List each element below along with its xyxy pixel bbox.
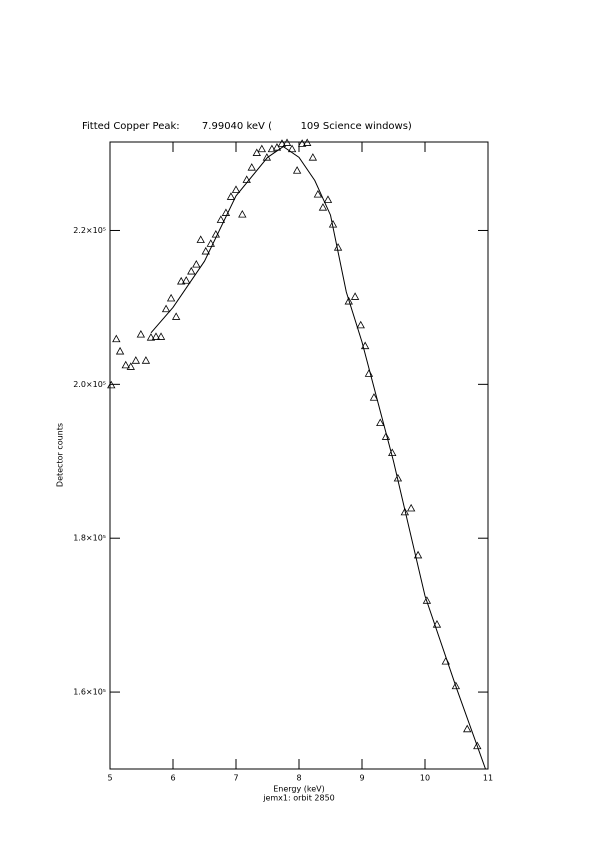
data-point <box>221 208 231 216</box>
x-tick-label: 8 <box>296 774 301 783</box>
y-tick-label: 2.0×10⁵ <box>73 380 106 389</box>
data-point <box>323 195 333 203</box>
data-point <box>297 139 307 147</box>
data-point <box>400 507 410 516</box>
data-point <box>277 139 287 147</box>
data-point <box>381 432 391 440</box>
x-tick-label: 9 <box>359 774 364 783</box>
data-point <box>287 144 297 153</box>
data-point <box>231 185 241 193</box>
y-tick-label: 1.8×10⁵ <box>73 534 106 543</box>
subtitle: jemx1: orbit 2850 <box>262 794 335 803</box>
x-tick-label: 5 <box>107 774 112 783</box>
data-point <box>196 235 205 243</box>
data-point <box>242 175 251 183</box>
x-axis-label: Energy (keV) <box>273 785 325 794</box>
data-point <box>356 320 365 329</box>
data-point <box>151 332 161 340</box>
chart-title: Fitted Copper Peak: 7.99040 keV ( 109 Sc… <box>82 121 412 132</box>
data-point <box>211 229 221 238</box>
data-point <box>247 163 256 171</box>
data-point <box>126 362 135 370</box>
data-point <box>115 346 125 355</box>
data-point <box>166 293 176 302</box>
data-point <box>303 138 312 146</box>
x-tick-label: 6 <box>170 774 175 783</box>
data-point <box>313 189 323 198</box>
data-point <box>360 341 370 350</box>
x-tick-label: 10 <box>420 774 430 783</box>
data-point <box>238 209 247 218</box>
data-point <box>206 239 215 247</box>
data-point <box>156 332 166 340</box>
y-axis-label: Detector counts <box>56 423 65 487</box>
data-point <box>107 380 116 389</box>
data-point <box>267 144 277 153</box>
data-point <box>171 312 181 320</box>
data-point <box>282 138 292 146</box>
data-point <box>136 330 146 338</box>
data-point <box>406 503 416 512</box>
data-point <box>292 166 302 174</box>
data-point <box>451 681 461 690</box>
data-point <box>393 473 403 482</box>
x-tick-label: 7 <box>233 774 238 783</box>
data-point <box>364 369 374 377</box>
x-tick-label: 11 <box>483 774 493 783</box>
data-point <box>344 296 353 305</box>
data-point <box>182 276 191 284</box>
data-point <box>333 243 343 251</box>
data-point <box>463 724 472 733</box>
data-point <box>141 356 151 364</box>
data-point <box>388 448 397 457</box>
data-point <box>369 393 379 401</box>
data-point <box>121 360 130 369</box>
data-point <box>192 259 201 268</box>
data-point <box>252 148 261 156</box>
data-point <box>308 153 318 161</box>
data-point <box>432 620 442 628</box>
data-point <box>146 333 156 341</box>
data-point <box>226 192 236 200</box>
data-point <box>441 656 450 665</box>
y-tick-label: 1.6×10⁵ <box>73 688 106 697</box>
data-point <box>216 215 226 223</box>
data-point <box>131 356 141 364</box>
data-point <box>112 334 121 343</box>
data-point <box>376 418 385 427</box>
data-point <box>422 596 432 604</box>
data-point <box>187 266 196 275</box>
y-tick-label: 2.2×10⁵ <box>73 226 106 235</box>
data-point <box>350 292 360 300</box>
data-point <box>257 144 267 153</box>
data-point <box>272 143 282 151</box>
fit-line <box>150 145 486 770</box>
data-point <box>473 741 482 750</box>
data-point <box>318 203 328 211</box>
data-point <box>161 304 171 313</box>
data-point <box>201 246 210 255</box>
data-point <box>262 153 272 161</box>
data-point <box>328 219 338 228</box>
data-point <box>413 550 423 559</box>
data-point <box>177 276 186 285</box>
